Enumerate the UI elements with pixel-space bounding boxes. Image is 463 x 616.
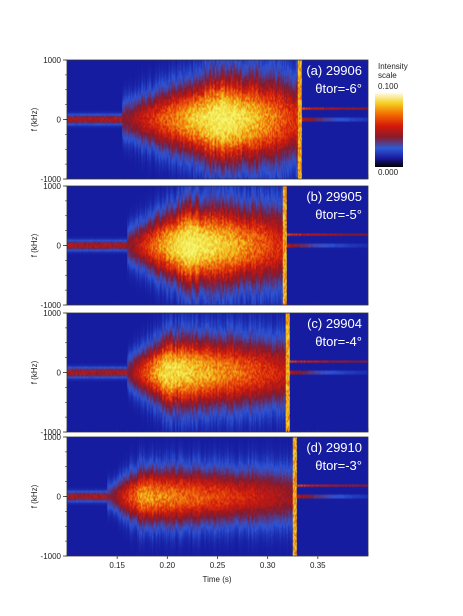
y-tick-label-d-0: -1000 [41,552,62,561]
panel-label-b: (b) 29905 [306,189,362,204]
colorbar-min-label: 0.000 [378,168,399,177]
y-tick-label-d-1: 0 [57,493,62,502]
y-tick-label-b-0: -1000 [41,301,62,310]
panel-label-d: (d) 29910 [306,440,362,455]
x-axis-title: Time (s) [202,575,231,584]
x-tick-label-2: 0.25 [210,561,226,570]
y-tick-label-a-2: 1000 [43,56,61,65]
y-tick-label-c-1: 0 [57,369,62,378]
x-tick-label-4: 0.35 [310,561,326,570]
y-tick-label-a-0: -1000 [41,175,62,184]
colorbar-title-line2: scale [378,71,397,80]
spectrogram-panel-c: -1000 0 1000 f (kHz) (c) 29904 θtor=-4° [30,309,369,437]
panel-angle-label-c: θtor=-4° [315,334,362,349]
spectrogram-panel-a: -1000 0 1000 f (kHz) (a) 29906 θtor=-6° [30,56,369,184]
colorbar-title-line1: Intensity [378,62,408,71]
spectrogram-panel-b: -1000 0 1000 f (kHz) (b) 29905 θtor=-5° [30,182,369,310]
spectrogram-panel-d: -1000 0 1000 f (kHz) (d) 29910 θtor=-3° [30,433,369,561]
y-tick-label-a-1: 0 [57,116,62,125]
panel-angle-label-d: θtor=-3° [315,458,362,473]
x-tick-label-0: 0.15 [109,561,125,570]
y-axis-title-b: f (kHz) [30,233,39,257]
panel-label-c: (c) 29904 [307,316,362,331]
y-tick-label-b-1: 0 [57,242,62,251]
spectrogram-image-c [67,313,368,432]
y-tick-label-d-2: 1000 [43,433,61,442]
y-tick-label-b-2: 1000 [43,182,61,191]
colorbar-gradient [375,92,403,167]
colorbar: Intensity scale 0.100 0.000 [375,62,408,177]
x-axis: 0.15 0.20 0.25 0.30 0.35 [109,556,326,570]
y-axis-title-d: f (kHz) [30,484,39,508]
spectrogram-image-b [67,186,368,305]
colorbar-max-label: 0.100 [378,82,399,91]
x-tick-label-3: 0.30 [260,561,276,570]
panel-label-a: (a) 29906 [306,63,362,78]
x-tick-label-1: 0.20 [160,561,176,570]
y-axis-title-c: f (kHz) [30,360,39,384]
y-axis-title-a: f (kHz) [30,107,39,131]
y-tick-label-c-2: 1000 [43,309,61,318]
panel-angle-label-a: θtor=-6° [315,81,362,96]
spectrogram-image-a [67,60,368,179]
y-tick-label-c-0: -1000 [41,428,62,437]
spectrogram-image-d [67,437,368,556]
panel-angle-label-b: θtor=-5° [315,207,362,222]
